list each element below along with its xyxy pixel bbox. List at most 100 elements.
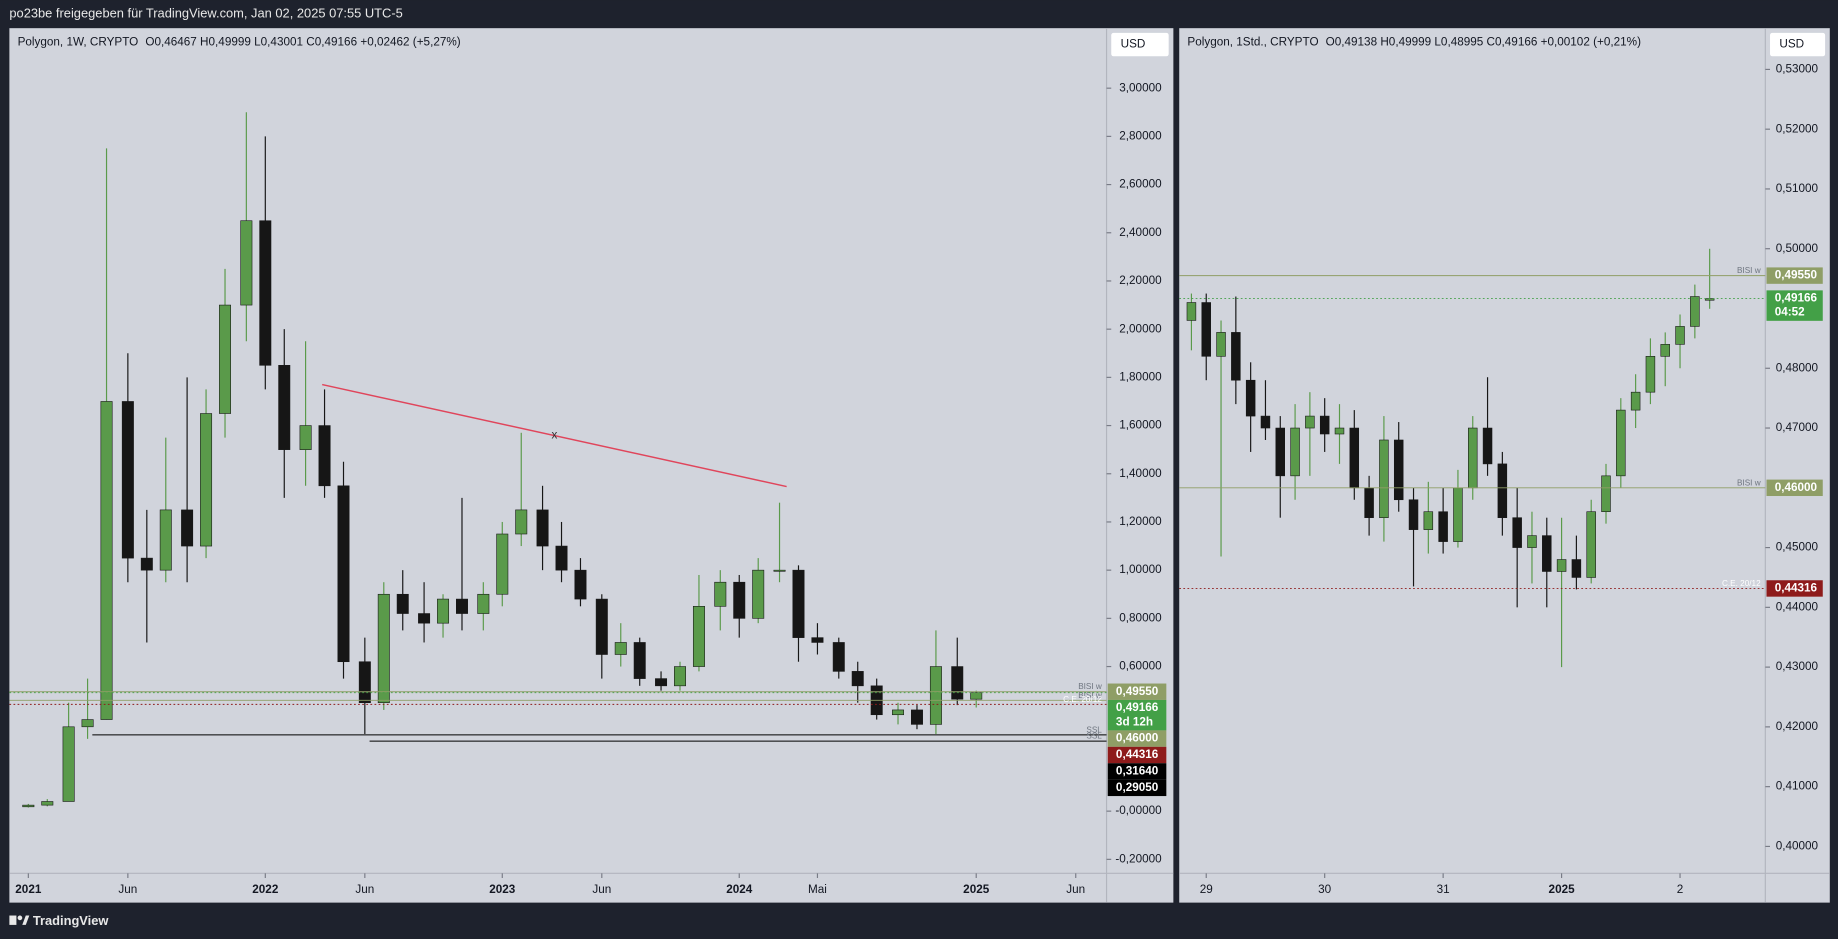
candle-body: [970, 692, 983, 700]
y-tick-label: 2,80000: [1119, 129, 1162, 142]
price-badge: [1107, 779, 1167, 797]
candle-body: [733, 581, 746, 619]
x-tick-label: 2022: [252, 883, 279, 896]
share-text: po23be freigegeben für TradingView.com, …: [9, 6, 402, 21]
candle-body: [259, 220, 272, 366]
price-badge: [1766, 479, 1823, 497]
candle-body: [41, 801, 54, 806]
level-name: BISI w: [1737, 478, 1761, 487]
candle-body: [1675, 326, 1685, 345]
candle-body: [396, 593, 409, 614]
y-tick-label: 0,47000: [1776, 421, 1819, 434]
candle-body: [1275, 427, 1286, 477]
candle-body: [219, 304, 232, 414]
candle-body: [1497, 463, 1508, 518]
y-tick-label: 1,00000: [1119, 563, 1162, 576]
candle-body: [200, 413, 213, 547]
x-tick-label: 2024: [726, 883, 753, 896]
y-tick-label: 0,50000: [1776, 242, 1819, 255]
time-axis: [1179, 873, 1830, 903]
y-tick-label: 0,60000: [1119, 660, 1162, 673]
candle-body: [1468, 427, 1478, 489]
candle-body: [614, 642, 627, 655]
candle-body: [515, 509, 528, 535]
currency-label[interactable]: USD: [1121, 38, 1146, 51]
candle-body: [140, 557, 153, 571]
candle-body: [633, 642, 646, 679]
candle-body: [1393, 439, 1404, 501]
price-badge-label: 0,31640: [1116, 765, 1159, 778]
candle-body: [181, 509, 194, 547]
candle-body: [1201, 302, 1211, 357]
candle-body: [1186, 302, 1197, 321]
y-tick-label: -0,20000: [1115, 852, 1162, 865]
candle-body: [1379, 439, 1389, 518]
candle-body: [1423, 511, 1434, 530]
candle-body: [240, 220, 253, 306]
price-badge-label: 0,44316: [1116, 748, 1159, 761]
price-badge-label: 0,49166: [1116, 701, 1159, 714]
candle-body: [278, 365, 291, 450]
candle-body: [1645, 356, 1656, 393]
candle-body: [555, 545, 568, 571]
candle-body: [81, 719, 94, 728]
y-tick-label: 0,45000: [1776, 541, 1819, 554]
candle-body: [1512, 517, 1522, 548]
candle-body: [1290, 427, 1300, 477]
y-tick-label: 2,40000: [1119, 226, 1162, 239]
brand-logo: [9, 915, 30, 925]
y-tick-label: 3,00000: [1119, 81, 1162, 94]
candle-body: [437, 598, 450, 624]
y-tick-label: 0,48000: [1776, 361, 1819, 374]
x-tick-label: 2025: [963, 883, 990, 896]
candle-body: [1438, 511, 1448, 542]
candle-body: [1660, 344, 1670, 357]
candle-body: [299, 425, 312, 450]
price-badge: [1766, 580, 1823, 597]
candle-body: [1319, 415, 1330, 435]
y-tick-label: 0,53000: [1776, 63, 1819, 76]
trendline-label: x: [551, 429, 557, 442]
price-badge-label: 0,49550: [1116, 685, 1159, 698]
currency-button[interactable]: [1770, 32, 1826, 57]
candle-body: [811, 637, 824, 643]
candle-body: [1453, 487, 1463, 542]
candle-body: [418, 613, 431, 624]
price-badge: [1107, 730, 1167, 747]
x-tick-label: Jun: [118, 883, 137, 896]
price-badge: [1107, 746, 1167, 764]
chart-pane: 0,40000 0,41000 0,42000 0,43000 0,44000 0,450…: [1179, 28, 1830, 903]
candle-body: [674, 666, 686, 687]
candle-body: [1334, 427, 1345, 435]
candle-body: [1245, 379, 1256, 417]
currency-button[interactable]: [1111, 32, 1169, 57]
candle-body: [892, 709, 904, 716]
price-badge: [1107, 763, 1167, 780]
price-badge: [1107, 683, 1167, 700]
ohlc-legend: O0,46467 H0,49999 L0,43001 C0,49166 +0,0…: [145, 35, 460, 48]
price-axis: [1765, 28, 1830, 874]
candle-body: [692, 606, 705, 667]
candle-body: [1231, 332, 1241, 381]
x-tick-label: 30: [1318, 883, 1332, 896]
candle-body: [121, 401, 134, 559]
y-tick-label: 2,00000: [1119, 322, 1162, 335]
level-name: BISI w: [1078, 691, 1102, 700]
x-tick-label: 2: [1677, 883, 1684, 896]
ohlc-legend: O0,49138 H0,49999 L0,48995 C0,49166 +0,0…: [1326, 35, 1641, 48]
candle-body: [1364, 487, 1374, 518]
currency-label[interactable]: USD: [1779, 38, 1804, 51]
x-tick-label: Jun: [355, 883, 374, 896]
y-tick-label: 0,52000: [1776, 122, 1819, 135]
level-name: SSL: [1086, 732, 1102, 741]
candle-body: [477, 593, 490, 614]
candle-body: [1305, 415, 1315, 429]
candle-body: [22, 804, 35, 808]
y-tick-label: 1,20000: [1119, 515, 1162, 528]
candle-body: [929, 666, 942, 725]
time-axis: [9, 873, 1174, 903]
y-tick-label: 0,80000: [1119, 611, 1162, 624]
candle-body: [1482, 427, 1493, 465]
price-badge-label: 0,29050: [1116, 781, 1159, 794]
